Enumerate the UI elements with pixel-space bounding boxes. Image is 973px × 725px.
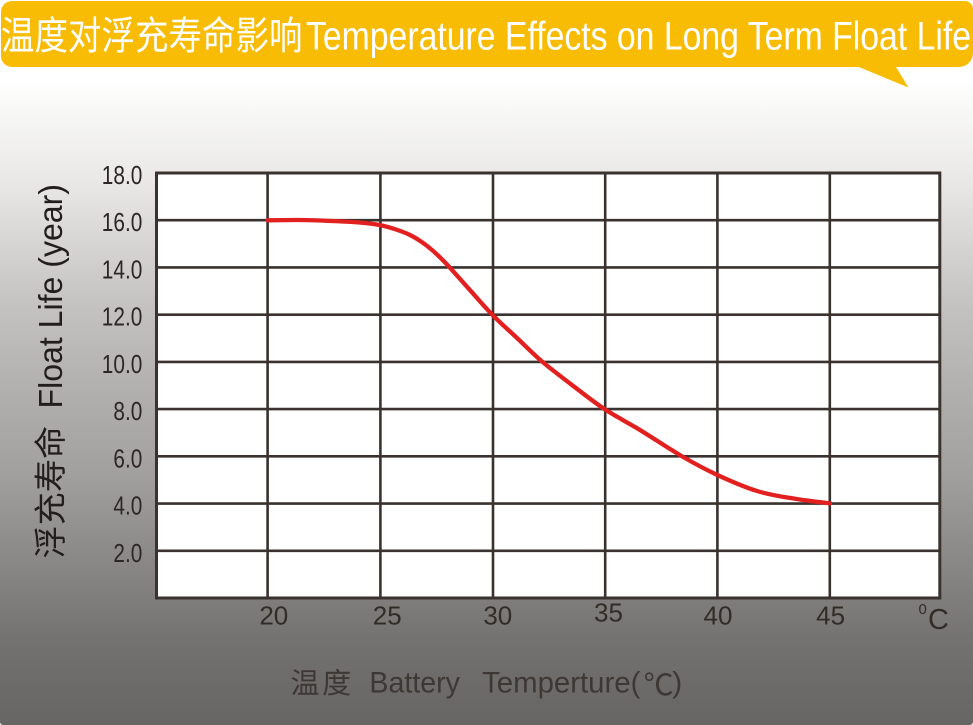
svg-text:6.0: 6.0 [113, 443, 142, 473]
svg-text:25: 25 [373, 601, 402, 631]
svg-text:): ) [672, 667, 682, 700]
svg-text:35: 35 [594, 598, 623, 628]
svg-text:0: 0 [919, 601, 927, 618]
svg-text:8.0: 8.0 [113, 396, 142, 426]
svg-text:2.0: 2.0 [113, 538, 142, 568]
svg-text:12.0: 12.0 [102, 302, 143, 332]
svg-text:Temperature Effects on Long Te: Temperature Effects on Long Term Float L… [306, 15, 971, 59]
svg-text:Float Life (year): Float Life (year) [32, 184, 69, 409]
svg-text:40: 40 [704, 601, 733, 631]
svg-text:Battery: Battery [369, 667, 460, 700]
svg-text:18.0: 18.0 [102, 160, 143, 190]
svg-text:Temperture(: Temperture( [482, 667, 640, 700]
svg-text:14.0: 14.0 [102, 254, 143, 284]
svg-text:45: 45 [816, 601, 845, 631]
svg-text:20: 20 [259, 601, 288, 631]
svg-text:10.0: 10.0 [102, 349, 143, 379]
svg-text:16.0: 16.0 [102, 207, 143, 237]
svg-text:4.0: 4.0 [113, 491, 142, 521]
svg-text:30: 30 [483, 601, 512, 631]
svg-text:C: C [928, 604, 949, 636]
